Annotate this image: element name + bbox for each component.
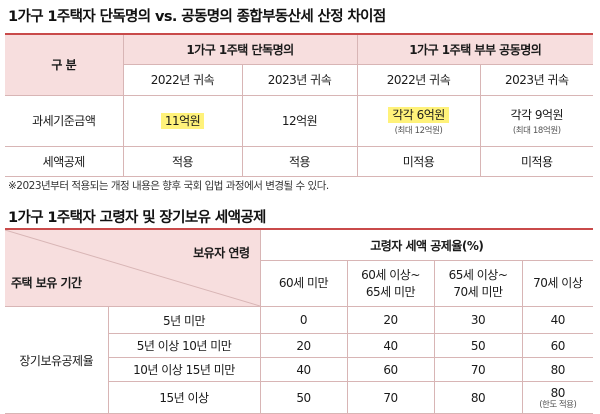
- rate-cell: 20: [259, 333, 347, 358]
- tax-base-cell: 각각 9억원 (최대 18억원): [479, 95, 594, 147]
- tax-credit-cell: 적용: [241, 146, 358, 177]
- single-vs-joint-table: 구 분 1가구 1주택 단독명의 1가구 1주택 부부 공동명의 2022년 귀…: [5, 33, 594, 177]
- row-label-tax-credit: 세액공제: [5, 146, 123, 177]
- tax-base-cell: 12억원: [241, 95, 358, 147]
- diagonal-line: [5, 230, 260, 306]
- table1-title: 1가구 1주택자 단독명의 vs. 공동명의 종합부동산세 산정 차이점: [8, 9, 386, 25]
- rate-cell: 80: [433, 381, 522, 414]
- category-header: 구 분: [5, 33, 123, 96]
- row-label-tax-base: 과세기준금액: [5, 95, 123, 147]
- age-col-header: 60세 미만: [259, 260, 347, 307]
- tax-credit-cell: 미적용: [356, 146, 481, 177]
- period-cell: 5년 이상 10년 미만: [107, 333, 260, 358]
- tax-credit-cell: 적용: [122, 146, 242, 177]
- rate-cell: 20: [346, 306, 434, 334]
- value-text: 각각 9억원: [510, 107, 564, 122]
- age-col-header: 70세 이상: [521, 260, 594, 307]
- tax-credit-cell: 미적용: [479, 146, 594, 177]
- holder-age-label: 보유자 연령: [193, 246, 250, 260]
- tax-base-cell: 11억원: [122, 95, 242, 147]
- value-text: 80: [550, 385, 566, 400]
- tax-base-cell: 각각 6억원 (최대 12억원): [356, 95, 481, 147]
- period-cell: 10년 이상 15년 미만: [107, 357, 260, 382]
- highlighted-value: 11억원: [160, 113, 205, 129]
- footnote: ※2023년부터 적용되는 개정 내용은 향후 국회 입법 과정에서 변경될 수…: [8, 180, 329, 192]
- rate-cell: 60: [346, 357, 434, 382]
- deduction-rate-table: 보유자 연령 주택 보유 기간 고령자 세액 공제율(%) 60세 미만 60세…: [5, 228, 594, 414]
- max-note: (최대 12억원): [394, 125, 443, 136]
- year-header: 2023년 귀속: [479, 64, 594, 96]
- year-header: 2022년 귀속: [356, 64, 481, 96]
- highlighted-value: 각각 6억원: [388, 106, 449, 123]
- joint-ownership-header: 1가구 1주택 부부 공동명의: [356, 33, 594, 65]
- table2-title: 1가구 1주택자 고령자 및 장기보유 세액공제: [8, 210, 266, 226]
- max-note: (최대 18억원): [512, 125, 561, 136]
- year-header: 2023년 귀속: [241, 64, 358, 96]
- rate-cell: 40: [346, 333, 434, 358]
- corner-cell: 보유자 연령 주택 보유 기간: [5, 228, 260, 307]
- rate-cell: 50: [259, 381, 347, 414]
- long-term-deduction-label: 장기보유공제율: [5, 306, 108, 414]
- age-col-header: 65세 이상~ 70세 미만: [433, 260, 522, 307]
- period-cell: 15년 이상: [107, 381, 260, 414]
- single-ownership-header: 1가구 1주택 단독명의: [122, 33, 358, 65]
- rate-cell: 0: [259, 306, 347, 334]
- elderly-rate-header: 고령자 세액 공제율(%): [259, 228, 594, 262]
- age-col-header: 60세 이상~ 65세 미만: [346, 260, 434, 307]
- limit-note: (한도 적용): [539, 399, 577, 410]
- rate-cell: 50: [433, 333, 522, 358]
- rate-cell: 70: [346, 381, 434, 414]
- rate-cell: 40: [259, 357, 347, 382]
- rate-cell: 40: [521, 306, 594, 334]
- holding-period-label: 주택 보유 기간: [11, 276, 82, 290]
- year-header: 2022년 귀속: [122, 64, 242, 96]
- rate-cell: 70: [433, 357, 522, 382]
- rate-cell: 30: [433, 306, 522, 334]
- rate-cell: 60: [521, 333, 594, 358]
- rate-cell: 80 (한도 적용): [521, 381, 594, 414]
- rate-cell: 80: [521, 357, 594, 382]
- period-cell: 5년 미만: [107, 306, 260, 334]
